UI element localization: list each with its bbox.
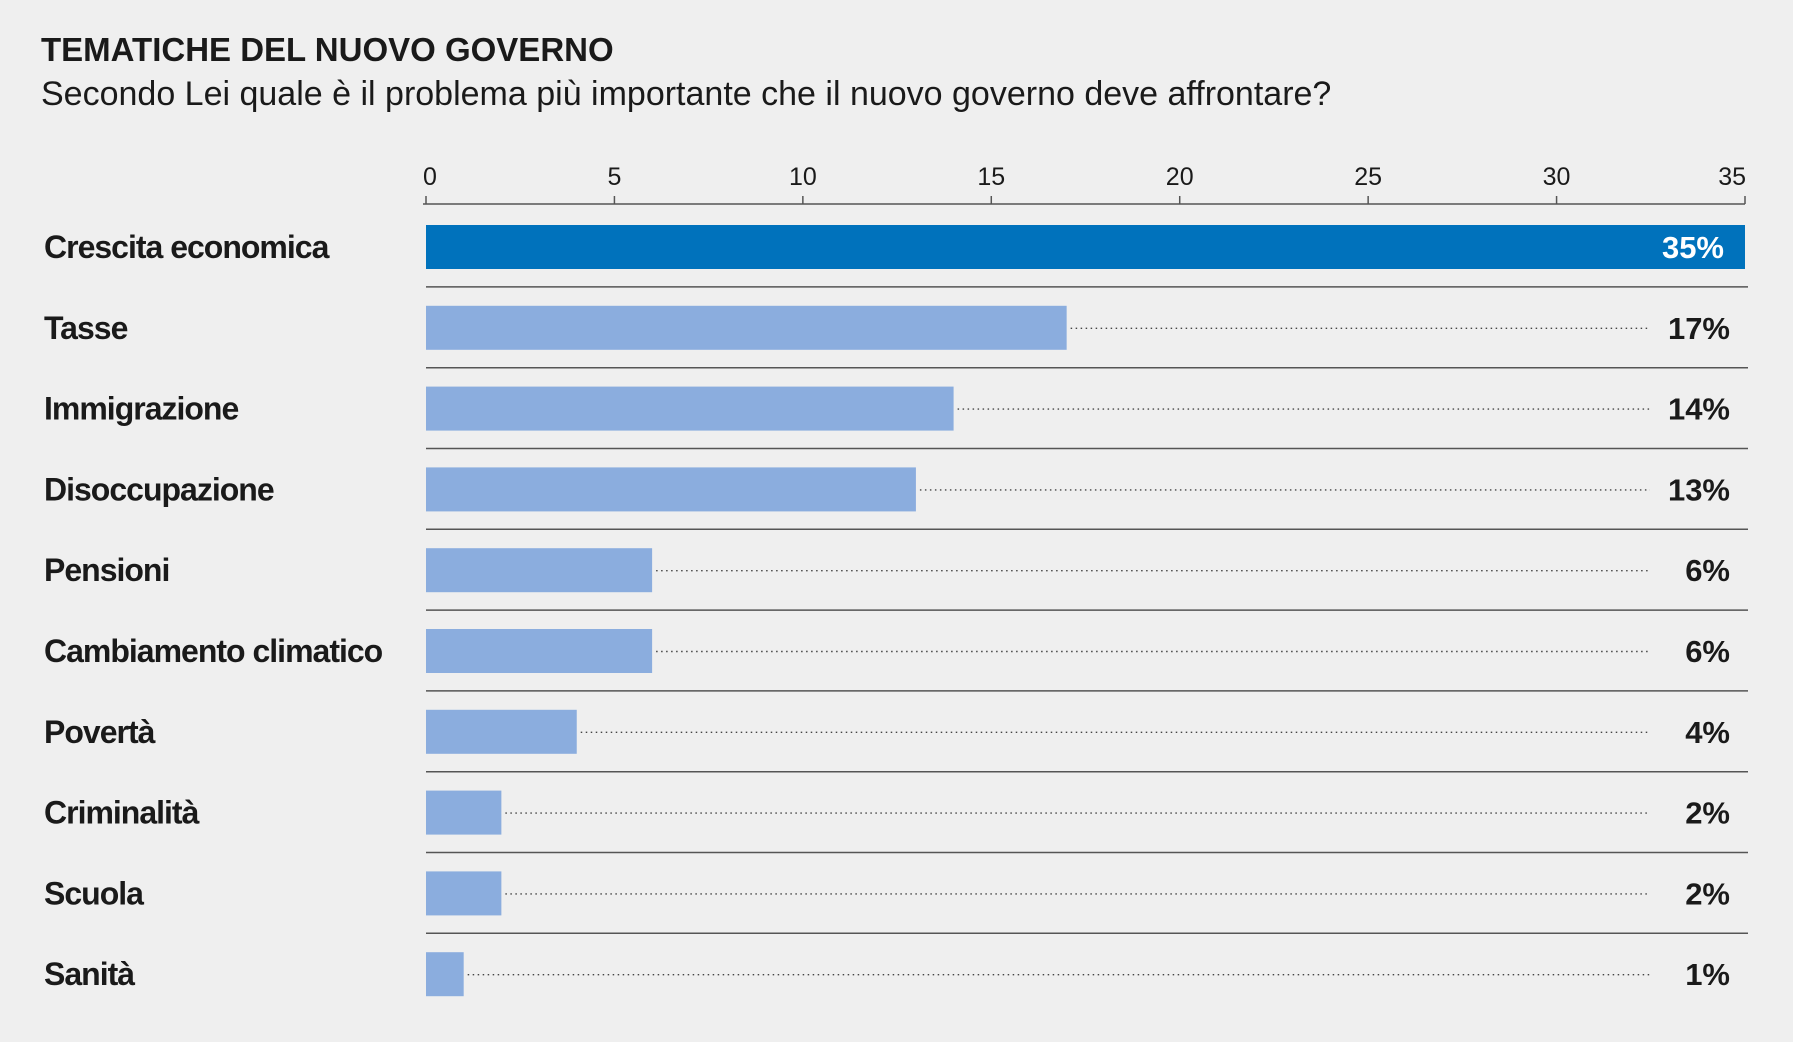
x-tick-label: 10 bbox=[789, 163, 817, 191]
chart-row: Crescita economica 35% bbox=[44, 225, 1748, 288]
category-label: Cambiamento climatico bbox=[44, 633, 383, 669]
x-tick-label: 0 bbox=[423, 163, 437, 191]
x-tick-label: 5 bbox=[607, 163, 621, 191]
chart-row: Immigrazione 14% bbox=[44, 386, 1748, 450]
category-label: Pensioni bbox=[44, 552, 169, 588]
chart-row: Povertà 4% bbox=[44, 709, 1748, 773]
x-tick-label: 25 bbox=[1354, 163, 1382, 191]
bar bbox=[426, 225, 1745, 269]
data-label: 4% bbox=[1685, 715, 1730, 750]
bar bbox=[426, 790, 502, 835]
data-label: 35% bbox=[1662, 230, 1724, 265]
chart-row: Disoccupazione 13% bbox=[44, 467, 1748, 531]
bar bbox=[426, 709, 577, 754]
category-label: Disoccupazione bbox=[44, 471, 274, 507]
category-label: Criminalità bbox=[44, 795, 200, 831]
chart-rows: Crescita economica 35% Tasse 17% Immigrazion… bbox=[44, 225, 1748, 997]
chart-row: Cambiamento climatico 6% bbox=[44, 629, 1748, 692]
chart-row: Criminalità 2% bbox=[44, 790, 1748, 854]
x-axis: 0 5 10 15 20 25 30 35 bbox=[423, 163, 1746, 205]
chart-row: Sanità 1% bbox=[44, 952, 1730, 997]
bar bbox=[426, 467, 916, 512]
data-label: 13% bbox=[1668, 472, 1730, 507]
category-label: Tasse bbox=[44, 310, 128, 346]
data-label: 14% bbox=[1668, 392, 1730, 427]
bar bbox=[426, 548, 653, 593]
chart-row: Scuola 2% bbox=[44, 871, 1748, 935]
bar bbox=[426, 305, 1067, 350]
data-label: 2% bbox=[1685, 876, 1730, 911]
x-tick-label: 30 bbox=[1543, 163, 1571, 191]
data-label: 6% bbox=[1685, 634, 1730, 669]
category-label: Sanità bbox=[44, 956, 135, 992]
data-label: 2% bbox=[1685, 796, 1730, 831]
x-tick-label: 15 bbox=[977, 163, 1005, 191]
chart-subtitle: Secondo Lei quale è il problema più impo… bbox=[41, 75, 1332, 113]
data-label: 17% bbox=[1668, 311, 1730, 346]
chart-header: TEMATICHE DEL NUOVO GOVERNO Secondo Lei … bbox=[41, 30, 1331, 116]
category-label: Povertà bbox=[44, 714, 156, 750]
bar bbox=[426, 952, 464, 997]
x-tick-label: 35 bbox=[1718, 163, 1746, 191]
bar bbox=[426, 386, 954, 431]
chart-row: Tasse 17% bbox=[44, 305, 1748, 369]
bar bbox=[426, 629, 653, 673]
x-tick-label: 20 bbox=[1166, 163, 1194, 191]
data-label: 1% bbox=[1685, 957, 1730, 992]
bar bbox=[426, 871, 502, 916]
data-label: 6% bbox=[1685, 553, 1730, 588]
chart-row: Pensioni 6% bbox=[44, 548, 1748, 611]
chart-title: TEMATICHE DEL NUOVO GOVERNO bbox=[41, 31, 614, 68]
category-label: Scuola bbox=[44, 875, 144, 911]
category-label: Crescita economica bbox=[44, 229, 330, 265]
category-label: Immigrazione bbox=[44, 391, 238, 427]
